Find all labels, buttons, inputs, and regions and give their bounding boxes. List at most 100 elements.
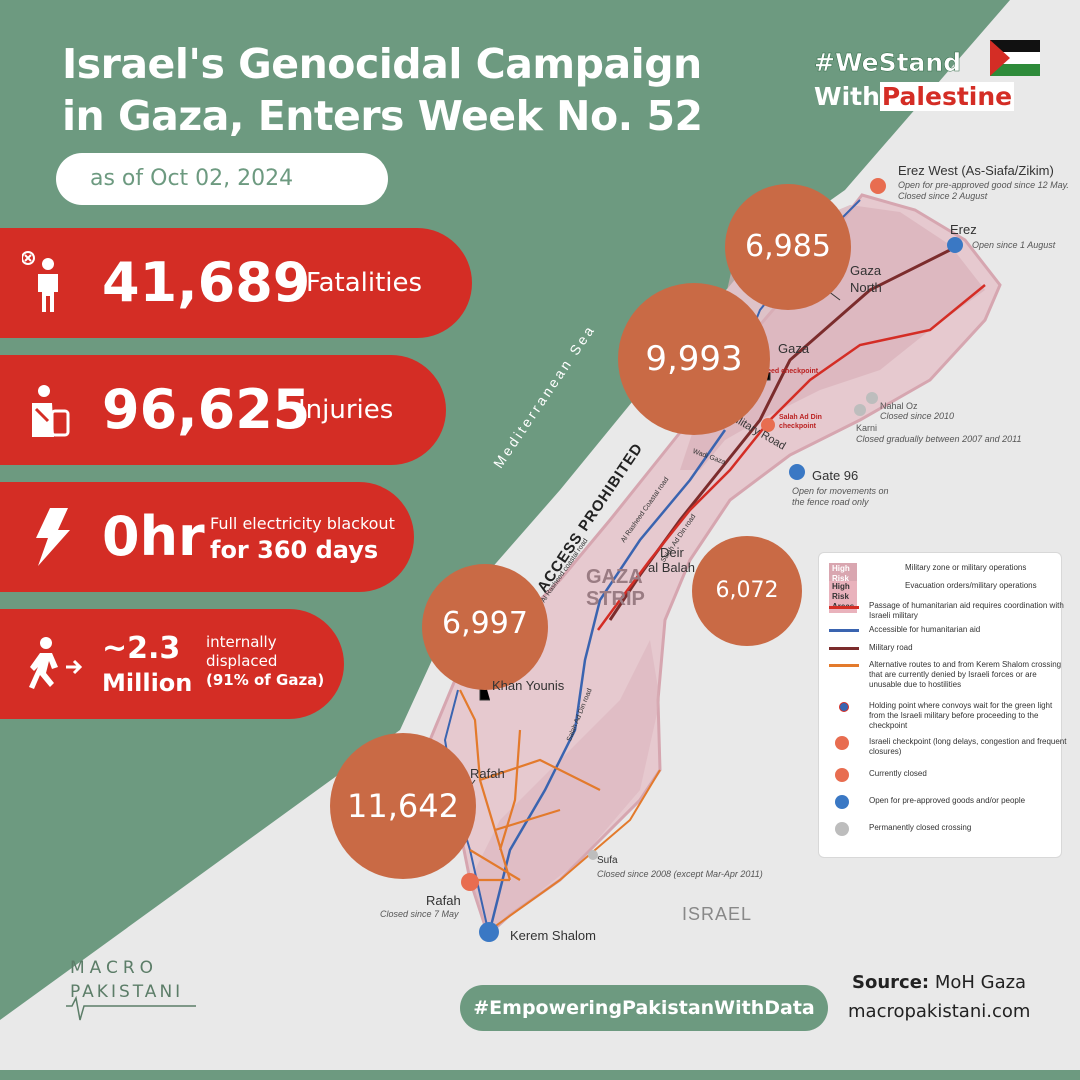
displaced-value-2: Million (102, 669, 193, 697)
page-title: Israel's Genocidal Campaign in Gaza, Ent… (62, 38, 782, 142)
electricity-card: 0hr Full electricity blackout for 360 da… (0, 482, 414, 592)
gaza-north-label-2: North (850, 280, 882, 295)
macro-pakistani-logo: MACRO PAKISTANI (66, 958, 196, 1028)
legend-text-2: Evacuation orders/military operations (905, 581, 1037, 590)
erez-west-closed-icon (870, 178, 886, 194)
source-line: Source: MoH Gaza (852, 972, 1026, 993)
legend-text-9: Currently closed (869, 769, 927, 778)
deir-al-balah-label-1: Deir (660, 545, 684, 560)
kerem-shalom-name: Kerem Shalom (510, 928, 596, 943)
checkpoint-label-2b: checkpoint (779, 423, 816, 430)
checkpoint-icon (835, 736, 849, 750)
logo-pulse-icon (66, 995, 196, 1021)
open-crossing-icon (835, 795, 849, 809)
gate96-note-1: Open for movements on (792, 486, 889, 496)
gaza-north-label-1: Gaza (850, 263, 882, 278)
legend-text-7: Holding point where convoys wait for the… (869, 701, 1053, 730)
rafah-crossing-note: Closed since 7 May (380, 909, 459, 919)
displaced-label-2: displaced (206, 652, 278, 670)
khan-younis-label: Khan Younis (492, 678, 565, 693)
legend-orange-line (829, 664, 859, 667)
kerem-shalom-icon (479, 922, 499, 942)
deir-al-balah-count: 6,072 (692, 536, 802, 646)
strip-label-1: GAZA (586, 566, 643, 588)
gaza-north-count: 6,985 (725, 184, 851, 310)
title-line-2: in Gaza, Enters Week No. 52 (62, 92, 703, 140)
rafah-crossing-name: Rafah (426, 893, 461, 908)
electricity-label-2: for 360 days (210, 536, 379, 564)
injuries-label: Injuries (298, 395, 394, 425)
source-value: MoH Gaza (929, 972, 1027, 993)
website-link[interactable]: macropakistani.com (848, 1001, 1031, 1022)
nahal-oz-note: Closed since 2010 (880, 411, 955, 421)
displaced-card: ~2.3 Million internally displaced (91% o… (0, 609, 344, 719)
fatalities-value: 41,689 (102, 251, 311, 314)
permanently-closed-icon (835, 822, 849, 836)
alternative-routes (459, 689, 601, 882)
logo-line-2: PAKISTANI (70, 982, 184, 1002)
erez-open-icon (947, 237, 963, 253)
logo-line-1: MACRO (70, 958, 159, 978)
date-pill: as of Oct 02, 2024 (56, 153, 388, 205)
palestine-flag-icon (990, 40, 1040, 76)
fatalities-label: Fatalities (306, 268, 423, 298)
legend-maroon-line (829, 647, 859, 650)
gaza-count: 9,993 (618, 283, 770, 435)
erez-name: Erez (950, 222, 977, 237)
strip-label-2: STRIP (586, 588, 645, 610)
legend-text-1: Military zone or military operations (905, 563, 1027, 572)
karni-name: Karni (856, 423, 878, 433)
displaced-label-1: internally (206, 633, 277, 651)
erez-west-note-1: Open for pre-approved good since 12 May. (898, 180, 1069, 190)
displaced-label-3: (91% of Gaza) (206, 671, 325, 689)
injured-person-icon (32, 385, 70, 437)
electricity-label-1: Full electricity blackout (210, 514, 395, 533)
lightning-bolt-icon (36, 508, 70, 566)
nahal-oz-icon (866, 392, 878, 404)
accessible-road (488, 429, 727, 931)
hashtag-line-2: WithPalestine (814, 82, 1015, 111)
map-legend: High Risk AreasMilitary zone or military… (818, 552, 1066, 858)
source-label: Source: (852, 972, 930, 993)
legend-text-11: Permanently closed crossing (869, 823, 972, 832)
gate96-name: Gate 96 (812, 468, 859, 483)
holding-point-icon (839, 702, 849, 712)
hashtag-line-1: #WeStand (814, 48, 962, 78)
deir-al-balah-label-2: al Balah (648, 560, 695, 575)
erez-west-note-2: Closed since 2 August (898, 191, 988, 201)
rafah-label: Rafah (470, 766, 505, 781)
nahal-oz-name: Nahal Oz (880, 401, 918, 411)
fatalities-card: 41,689 Fatalities (0, 228, 472, 338)
running-person-icon (29, 637, 83, 689)
khan-younis-count: 6,997 (422, 564, 548, 690)
legend-text-10: Open for pre-approved goods and/or peopl… (869, 796, 1026, 805)
salah-checkpoint-icon (761, 418, 775, 432)
displaced-value-1: ~2.3 (102, 631, 181, 666)
person-fatality-icon (22, 251, 58, 312)
karni-note: Closed gradually between 2007 and 2011 (856, 434, 1022, 444)
legend-text-3: Passage of humanitarian aid requires coo… (869, 601, 1064, 620)
closed-crossing-icon (835, 768, 849, 782)
karni-icon (854, 404, 866, 416)
legend-text-8: Israeli checkpoint (long delays, congest… (869, 737, 1067, 756)
title-line-1: Israel's Genocidal Campaign (62, 40, 702, 88)
checkpoint-label-1: Rasheed checkpoint (750, 368, 819, 375)
erez-west-name: Erez West (As-Siafa/Zikim) (898, 163, 1054, 178)
legend-text-6: Alternative routes to and from Kerem Sha… (869, 660, 1062, 689)
injuries-value: 96,625 (102, 378, 311, 441)
erez-note: Open since 1 August (972, 240, 1056, 250)
rafah-count: 11,642 (330, 733, 476, 879)
legend-blue-line (829, 629, 859, 632)
electricity-value: 0hr (102, 505, 205, 568)
footer-hashtag: #EmpoweringPakistanWithData (460, 985, 828, 1031)
coordination-road (596, 284, 986, 631)
hashtag-badge: #WeStand WithPalestine (814, 40, 1044, 116)
sufa-note: Closed since 2008 (except Mar-Apr 2011) (597, 869, 763, 879)
gate96-note-2: the fence road only (792, 497, 869, 507)
checkpoint-label-2a: Salah Ad Din (779, 414, 822, 421)
sufa-name: Sufa (597, 855, 618, 866)
legend-text-4: Accessible for humanitarian aid (869, 625, 981, 634)
gate96-icon (789, 464, 805, 480)
legend-text-5: Military road (869, 643, 913, 652)
legend-red-line (829, 606, 859, 609)
